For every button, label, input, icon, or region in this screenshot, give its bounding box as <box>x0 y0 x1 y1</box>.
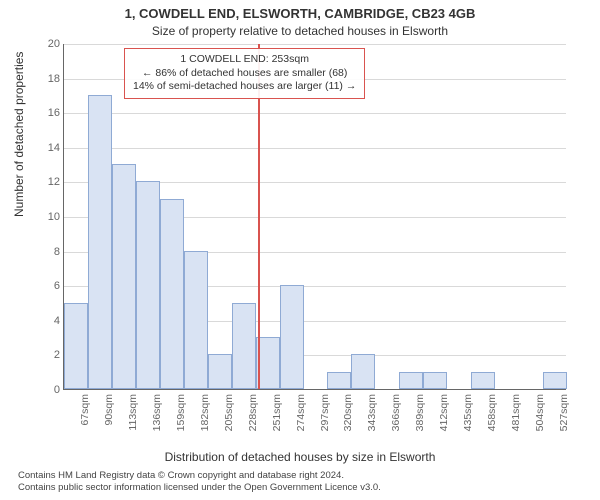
footer-attribution: Contains HM Land Registry data © Crown c… <box>18 470 381 494</box>
bar <box>232 303 256 390</box>
chart-title: 1, COWDELL END, ELSWORTH, CAMBRIDGE, CB2… <box>0 6 600 21</box>
bar <box>327 372 351 389</box>
footer-line-1: Contains HM Land Registry data © Crown c… <box>18 470 381 482</box>
y-tick-label: 4 <box>26 315 60 327</box>
y-axis-label: Number of detached properties <box>12 52 26 217</box>
x-tick-label: 481sqm <box>510 394 522 431</box>
x-tick-label: 412sqm <box>438 394 450 431</box>
x-tick-label: 320sqm <box>342 394 354 431</box>
x-tick-label: 113sqm <box>127 394 139 431</box>
annotation-box: 1 COWDELL END: 253sqm ← 86% of detached … <box>124 48 365 99</box>
bar <box>280 285 304 389</box>
bar <box>423 372 447 389</box>
x-tick-label: 136sqm <box>151 394 163 431</box>
y-tick-label: 20 <box>26 38 60 50</box>
footer-line-2: Contains public sector information licen… <box>18 482 381 494</box>
bar <box>351 354 375 389</box>
plot-area: 1 COWDELL END: 253sqm ← 86% of detached … <box>63 44 566 390</box>
x-tick-label: 182sqm <box>199 394 211 431</box>
bar <box>184 251 208 389</box>
bar <box>88 95 112 389</box>
x-tick-label: 297sqm <box>319 394 331 431</box>
x-tick-label: 458sqm <box>486 394 498 431</box>
x-tick-label: 504sqm <box>534 394 546 431</box>
bar <box>471 372 495 389</box>
x-tick-label: 228sqm <box>247 394 259 431</box>
bar <box>64 303 88 390</box>
y-tick-label: 2 <box>26 349 60 361</box>
chart-container: 1, COWDELL END, ELSWORTH, CAMBRIDGE, CB2… <box>0 0 600 500</box>
x-tick-label: 343sqm <box>366 394 378 431</box>
y-tick-label: 6 <box>26 280 60 292</box>
y-tick-label: 12 <box>26 176 60 188</box>
y-tick-label: 0 <box>26 384 60 396</box>
x-tick-label: 527sqm <box>558 394 570 431</box>
x-tick-label: 389sqm <box>414 394 426 431</box>
x-tick-label: 366sqm <box>390 394 402 431</box>
y-tick-label: 14 <box>26 142 60 154</box>
x-tick-label: 90sqm <box>103 394 115 426</box>
y-tick-label: 18 <box>26 73 60 85</box>
chart-subtitle: Size of property relative to detached ho… <box>0 24 600 38</box>
bar <box>160 199 184 389</box>
y-tick-label: 16 <box>26 107 60 119</box>
bar <box>208 354 232 389</box>
bar <box>112 164 136 389</box>
x-tick-label: 435sqm <box>462 394 474 431</box>
annotation-line-2: ← 86% of detached houses are smaller (68… <box>133 67 356 81</box>
y-tick-label: 10 <box>26 211 60 223</box>
x-tick-label: 67sqm <box>79 394 91 426</box>
x-tick-label: 274sqm <box>295 394 307 431</box>
bar <box>136 181 160 389</box>
annotation-line-3: 14% of semi-detached houses are larger (… <box>133 80 356 94</box>
bar <box>399 372 423 389</box>
bar <box>543 372 567 389</box>
x-axis-label: Distribution of detached houses by size … <box>0 450 600 464</box>
annotation-line-1: 1 COWDELL END: 253sqm <box>133 53 356 67</box>
y-tick-label: 8 <box>26 246 60 258</box>
x-tick-label: 159sqm <box>175 394 187 431</box>
x-tick-label: 251sqm <box>271 394 283 431</box>
x-tick-label: 205sqm <box>223 394 235 431</box>
